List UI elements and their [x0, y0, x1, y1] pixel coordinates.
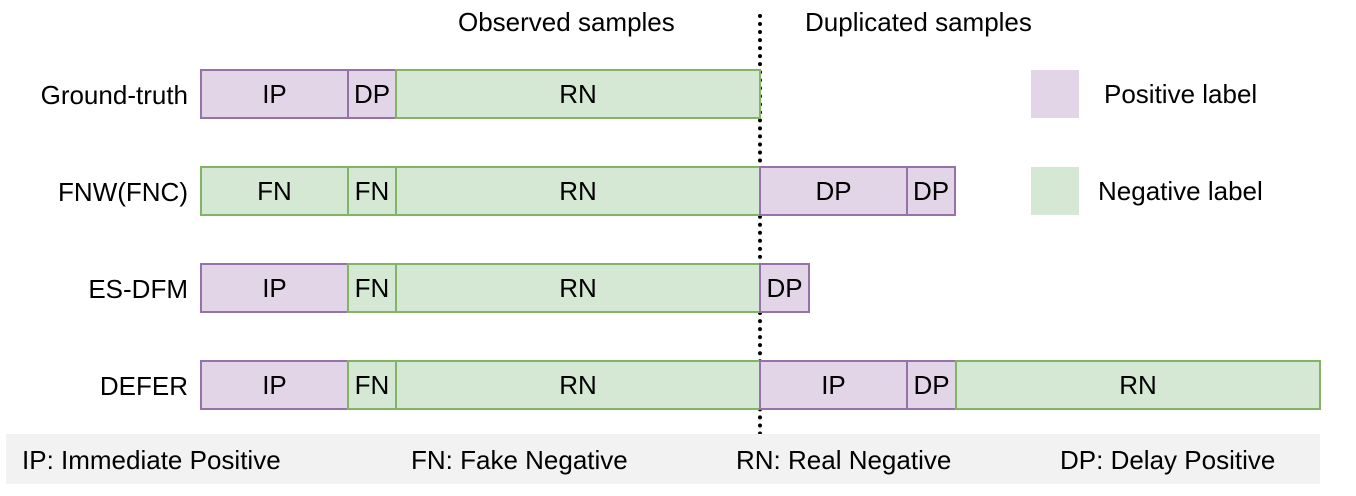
legend-label-negative: Negative label [1098, 176, 1263, 206]
key-dp: DP: Delay Positive [1060, 445, 1276, 475]
segment-rn: RN [955, 360, 1321, 410]
segment-rn: RN [395, 360, 761, 410]
row-label-fnw-fnc: FNW(FNC) [58, 177, 188, 207]
legend-label-positive: Positive label [1104, 79, 1258, 109]
legend-swatch-positive [1031, 70, 1079, 118]
legend-swatch-negative [1031, 167, 1079, 215]
segment-rn: RN [395, 69, 761, 119]
segment-fn: FN [200, 166, 349, 216]
segment-dp: DP [759, 263, 810, 313]
abbreviation-key: IP: Immediate Positive FN: Fake Negative… [6, 434, 1320, 484]
key-fn: FN: Fake Negative [411, 445, 628, 475]
observed-samples-header: Observed samples [458, 7, 675, 37]
segment-fn: FN [347, 263, 397, 313]
row-label-defer: DEFER [99, 371, 188, 401]
row-label-es-dfm: ES-DFM [88, 274, 188, 304]
observed-duplicated-divider [758, 14, 762, 436]
segment-dp: DP [759, 166, 908, 216]
segment-fn: FN [347, 166, 397, 216]
segment-dp: DP [906, 360, 957, 410]
segment-dp: DP [347, 69, 397, 119]
duplicated-samples-header: Duplicated samples [805, 7, 1032, 37]
segment-fn: FN [347, 360, 397, 410]
segment-rn: RN [395, 166, 761, 216]
segment-ip: IP [200, 263, 349, 313]
row-label-ground-truth: Ground-truth [40, 80, 188, 110]
segment-rn: RN [395, 263, 761, 313]
segment-ip: IP [759, 360, 908, 410]
segment-dp: DP [906, 166, 956, 216]
key-rn: RN: Real Negative [736, 445, 952, 475]
segment-ip: IP [200, 360, 349, 410]
segment-ip: IP [200, 69, 349, 119]
key-ip: IP: Immediate Positive [22, 445, 281, 475]
